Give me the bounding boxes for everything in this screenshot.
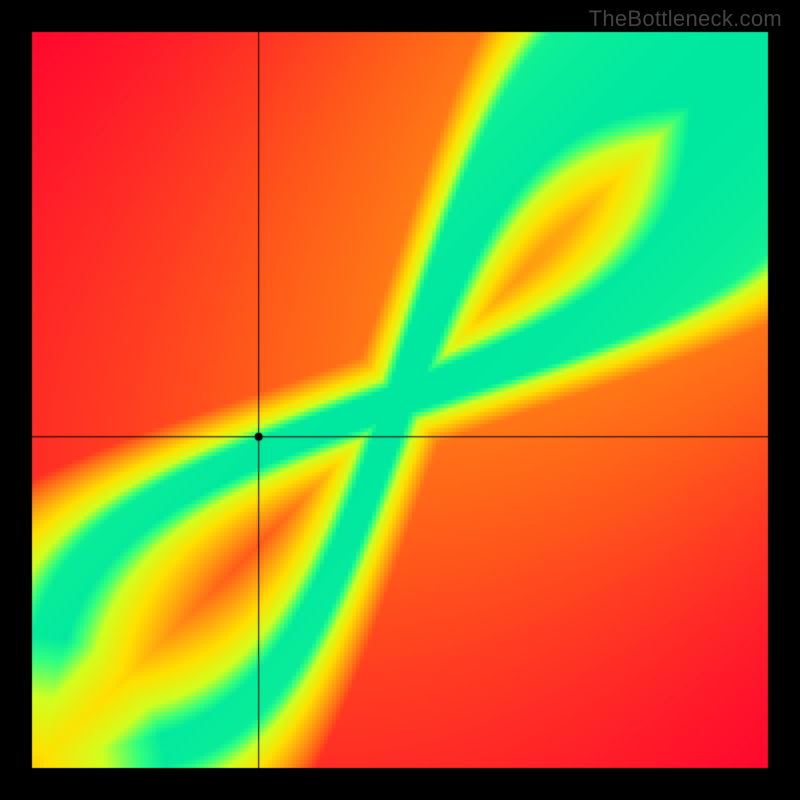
watermark-text: TheBottleneck.com: [589, 6, 782, 32]
heatmap-canvas: [0, 0, 800, 800]
chart-container: TheBottleneck.com: [0, 0, 800, 800]
